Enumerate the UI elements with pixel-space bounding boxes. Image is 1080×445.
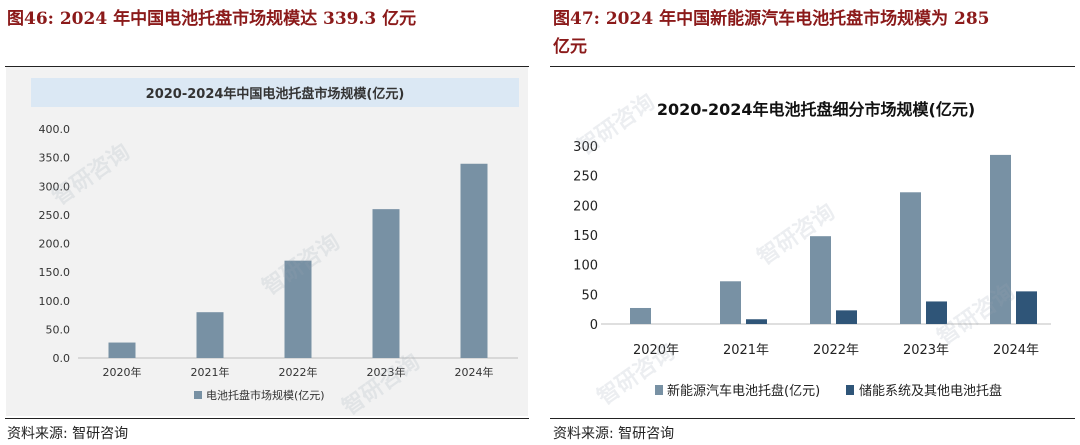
bar-2021年-series-1: [720, 281, 741, 324]
bar-2024年-series-2: [1016, 291, 1037, 324]
left-bottom-rule: [5, 418, 529, 419]
chart-title: 2020-2024年电池托盘细分市场规模(亿元): [657, 100, 975, 119]
bar-2020年-series-1: [630, 307, 651, 324]
chart-title-band: [31, 78, 519, 107]
y-tick-label: 150: [573, 229, 598, 244]
x-tick-label: 2021年: [723, 343, 769, 358]
legend-swatch: [194, 391, 202, 399]
x-tick-label: 2022年: [813, 343, 859, 358]
y-tick-label: 300.0: [39, 180, 71, 193]
right-figure-title-line1: 图47: 2024 年中国新能源汽车电池托盘市场规模为 285: [553, 9, 990, 29]
y-tick-label: 0.0: [53, 352, 71, 365]
legend-swatch-series-1: [655, 385, 663, 395]
bar-2021年: [196, 312, 224, 358]
left-source: 资料来源: 智研咨询: [7, 426, 129, 442]
y-tick-label: 0: [590, 318, 598, 333]
bar-2022年: [284, 260, 312, 358]
bar-2020年: [108, 342, 136, 358]
right-bottom-rule: [550, 418, 1075, 419]
right-chart-panel: 2020-2024年电池托盘细分市场规模(亿元) 0 50 100 150 200 250 3…: [551, 67, 1075, 416]
y-tick-label: 100.0: [39, 295, 71, 308]
bar-2024年: [460, 163, 488, 358]
x-tick-label: 2021年: [191, 365, 230, 379]
left-top-rule: [5, 66, 529, 67]
left-chart: 2020-2024年中国电池托盘市场规模(亿元) 0.0 50.0 100.0 150.…: [31, 78, 519, 402]
x-tick-label: 2020年: [633, 343, 679, 358]
x-tick-label: 2023年: [367, 365, 406, 379]
y-tick-label: 200: [573, 199, 598, 214]
x-tick-label: 2022年: [279, 365, 318, 379]
bar-2022年-series-1: [810, 236, 831, 324]
y-tick-label: 200.0: [39, 238, 71, 251]
left-chart-panel: 2020-2024年中国电池托盘市场规模(亿元) 0.0 50.0 100.0 150.…: [6, 67, 528, 416]
legend-label-series-2: 储能系统及其他电池托盘: [859, 383, 1002, 399]
y-tick-label: 350.0: [39, 152, 71, 165]
y-tick-label: 50: [581, 288, 598, 303]
y-tick-label: 150.0: [39, 266, 71, 279]
x-tick-label: 2024年: [993, 343, 1039, 358]
bar-2023年: [372, 209, 400, 358]
y-tick-label: 100: [573, 259, 598, 274]
x-tick-label: 2023年: [903, 343, 949, 358]
right-source: 资料来源: 智研咨询: [553, 426, 675, 442]
bar-2021年-series-2: [746, 319, 767, 324]
left-figure-title: 图46: 2024 年中国电池托盘市场规模达 339.3 亿元: [7, 9, 417, 29]
legend-label-series-1: 新能源汽车电池托盘(亿元): [667, 383, 820, 399]
chart-title: 2020-2024年中国电池托盘市场规模(亿元): [146, 86, 405, 102]
right-top-rule: [550, 66, 1075, 67]
y-tick-label: 300: [573, 140, 598, 155]
x-tick-label: 2020年: [103, 365, 142, 379]
legend-swatch-series-2: [846, 385, 854, 395]
y-tick-label: 400.0: [39, 123, 71, 136]
y-tick-label: 250.0: [39, 209, 71, 222]
right-chart: 2020-2024年电池托盘细分市场规模(亿元) 0 50 100 150 200 250 3…: [573, 100, 1051, 399]
bar-2022年-series-2: [836, 310, 857, 324]
bar-2024年-series-1: [990, 154, 1011, 324]
y-tick-label: 50.0: [46, 323, 71, 336]
legend-label: 电池托盘市场规模(亿元): [206, 388, 325, 402]
bar-2023年-series-2: [926, 301, 947, 324]
x-tick-label: 2024年: [455, 365, 494, 379]
y-tick-label: 250: [573, 170, 598, 185]
bar-2023年-series-1: [900, 192, 921, 324]
right-figure-title-line2: 亿元: [553, 37, 587, 57]
